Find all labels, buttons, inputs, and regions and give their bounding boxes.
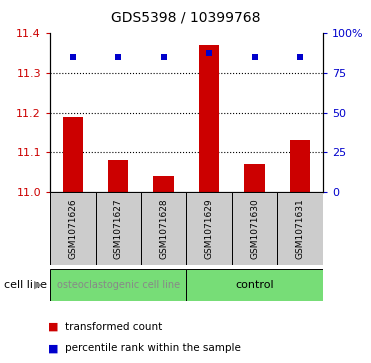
Text: ▶: ▶: [34, 280, 43, 290]
Text: GSM1071626: GSM1071626: [68, 198, 77, 259]
Text: GDS5398 / 10399768: GDS5398 / 10399768: [111, 11, 260, 25]
FancyBboxPatch shape: [96, 192, 141, 265]
Text: control: control: [235, 280, 274, 290]
Text: GSM1071627: GSM1071627: [114, 198, 123, 259]
Bar: [290, 140, 310, 192]
FancyBboxPatch shape: [50, 192, 96, 265]
Text: GSM1071631: GSM1071631: [296, 198, 305, 259]
FancyBboxPatch shape: [278, 192, 323, 265]
FancyBboxPatch shape: [187, 269, 323, 301]
Text: ■: ■: [48, 322, 59, 332]
Text: osteoclastogenic cell line: osteoclastogenic cell line: [57, 280, 180, 290]
Bar: [154, 176, 174, 192]
Text: GSM1071630: GSM1071630: [250, 198, 259, 259]
FancyBboxPatch shape: [50, 269, 187, 301]
FancyBboxPatch shape: [232, 192, 278, 265]
Text: percentile rank within the sample: percentile rank within the sample: [65, 343, 241, 354]
Text: transformed count: transformed count: [65, 322, 162, 332]
FancyBboxPatch shape: [141, 192, 187, 265]
Bar: [244, 164, 265, 192]
FancyBboxPatch shape: [187, 192, 232, 265]
Text: ■: ■: [48, 343, 59, 354]
Text: GSM1071629: GSM1071629: [205, 198, 214, 259]
Bar: [199, 45, 219, 192]
Bar: [108, 160, 128, 192]
Text: GSM1071628: GSM1071628: [159, 198, 168, 259]
Text: cell line: cell line: [4, 280, 47, 290]
Bar: [63, 117, 83, 192]
